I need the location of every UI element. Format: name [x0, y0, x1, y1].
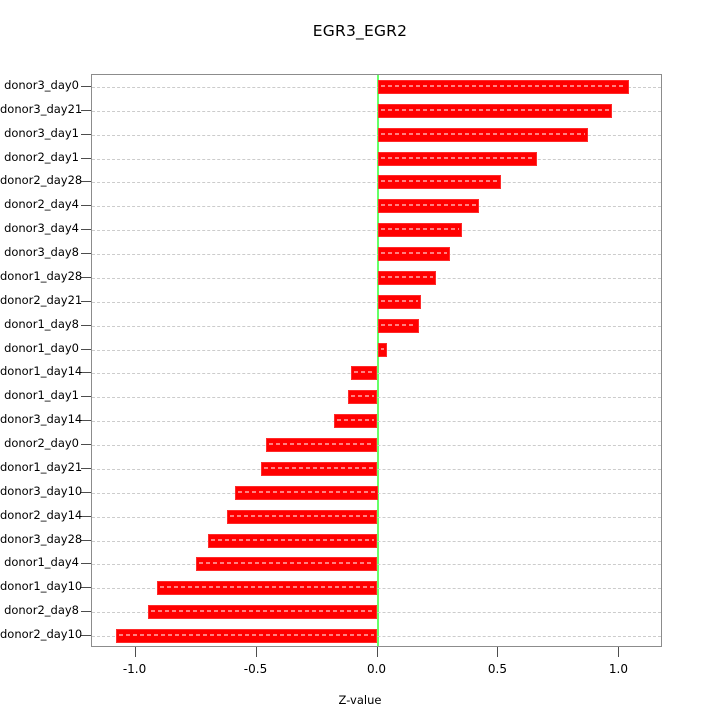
- x-tick-label: -1.0: [122, 662, 147, 676]
- y-tick-mark: [81, 300, 91, 302]
- bar[interactable]: [377, 342, 388, 357]
- y-tick-label: donor2_day8: [4, 603, 79, 618]
- bar[interactable]: [377, 223, 463, 238]
- bar[interactable]: [348, 390, 378, 405]
- x-tick-mark: [134, 647, 136, 657]
- x-tick-mark: [497, 647, 499, 657]
- bar[interactable]: [377, 175, 501, 190]
- bar[interactable]: [196, 557, 378, 572]
- bar[interactable]: [261, 461, 378, 476]
- gridline: [92, 206, 661, 208]
- y-tick-mark: [81, 467, 91, 469]
- y-tick-label: donor1_day1: [4, 388, 79, 403]
- y-tick-label: donor2_day14: [0, 507, 83, 522]
- y-tick-label: donor3_day4: [4, 221, 79, 236]
- y-tick-label: donor1_day8: [4, 316, 79, 331]
- bar[interactable]: [234, 485, 378, 500]
- y-tick-mark: [81, 253, 91, 255]
- gridline: [92, 301, 661, 303]
- y-tick-label: donor3_day8: [4, 245, 79, 260]
- bar[interactable]: [377, 318, 419, 333]
- y-tick-label: donor3_day1: [4, 125, 79, 140]
- bar[interactable]: [377, 103, 613, 118]
- y-tick-mark: [81, 587, 91, 589]
- y-tick-mark: [81, 181, 91, 183]
- y-tick-mark: [81, 157, 91, 159]
- gridline: [92, 277, 661, 279]
- y-tick-label: donor3_day21: [0, 101, 83, 116]
- y-tick-mark: [81, 444, 91, 446]
- zero-reference-line: [376, 75, 379, 646]
- plot-area: [91, 74, 662, 647]
- y-tick-mark: [81, 205, 91, 207]
- x-axis-title: Z-value: [338, 693, 382, 707]
- y-tick-mark: [81, 396, 91, 398]
- bar[interactable]: [377, 151, 538, 166]
- y-tick-label: donor1_day4: [4, 555, 79, 570]
- y-tick-label: donor3_day10: [0, 483, 83, 498]
- y-tick-label: donor3_day0: [4, 77, 79, 92]
- y-tick-label: donor3_day14: [0, 412, 83, 427]
- y-tick-mark: [81, 539, 91, 541]
- y-tick-mark: [81, 85, 91, 87]
- y-tick-label: donor1_day14: [0, 364, 83, 379]
- y-tick-label: donor1_day0: [4, 340, 79, 355]
- bar[interactable]: [377, 294, 422, 309]
- y-tick-label: donor1_day28: [0, 268, 83, 283]
- bar[interactable]: [157, 581, 378, 596]
- y-tick-label: donor2_day0: [4, 436, 79, 451]
- y-tick-label: donor2_day4: [4, 197, 79, 212]
- gridline: [92, 134, 661, 136]
- bar[interactable]: [227, 509, 378, 524]
- bar[interactable]: [377, 199, 480, 214]
- gridline: [92, 110, 661, 112]
- gridline: [92, 182, 661, 184]
- gridline: [92, 86, 661, 88]
- y-tick-mark: [81, 348, 91, 350]
- y-tick-mark: [81, 491, 91, 493]
- y-tick-label: donor3_day28: [0, 531, 83, 546]
- gridline: [92, 254, 661, 256]
- x-tick-mark: [376, 647, 378, 657]
- y-tick-mark: [81, 229, 91, 231]
- bar[interactable]: [116, 629, 378, 644]
- x-tick-mark: [618, 647, 620, 657]
- y-tick-mark: [81, 276, 91, 278]
- x-tick-label: -0.5: [243, 662, 268, 676]
- y-tick-mark: [81, 324, 91, 326]
- bar[interactable]: [333, 414, 378, 429]
- gridline: [92, 349, 661, 351]
- gridline: [92, 158, 661, 160]
- x-tick-label: 0.0: [366, 662, 387, 676]
- y-tick-label: donor2_day21: [0, 292, 83, 307]
- bar[interactable]: [377, 270, 436, 285]
- x-tick-label: 0.5: [487, 662, 508, 676]
- y-tick-label: donor1_day10: [0, 579, 83, 594]
- bar[interactable]: [377, 79, 630, 94]
- bar[interactable]: [377, 127, 588, 142]
- x-tick-label: 1.0: [608, 662, 628, 676]
- bar[interactable]: [377, 247, 451, 262]
- y-tick-label: donor2_day1: [4, 149, 79, 164]
- y-tick-label: donor1_day21: [0, 459, 83, 474]
- y-tick-label: donor2_day10: [0, 627, 83, 642]
- bar[interactable]: [266, 438, 378, 453]
- y-tick-label: donor2_day28: [0, 173, 83, 188]
- y-tick-mark: [81, 635, 91, 637]
- y-tick-mark: [81, 133, 91, 135]
- y-tick-mark: [81, 372, 91, 374]
- gridline: [92, 325, 661, 327]
- y-tick-mark: [81, 611, 91, 613]
- gridline: [92, 230, 661, 232]
- bar[interactable]: [208, 533, 378, 548]
- y-tick-mark: [81, 515, 91, 517]
- y-tick-mark: [81, 563, 91, 565]
- chart-title: EGR3_EGR2: [312, 22, 408, 40]
- bar[interactable]: [350, 366, 378, 381]
- bar[interactable]: [147, 605, 378, 620]
- y-tick-mark: [81, 109, 91, 111]
- x-tick-mark: [255, 647, 257, 657]
- y-tick-mark: [81, 420, 91, 422]
